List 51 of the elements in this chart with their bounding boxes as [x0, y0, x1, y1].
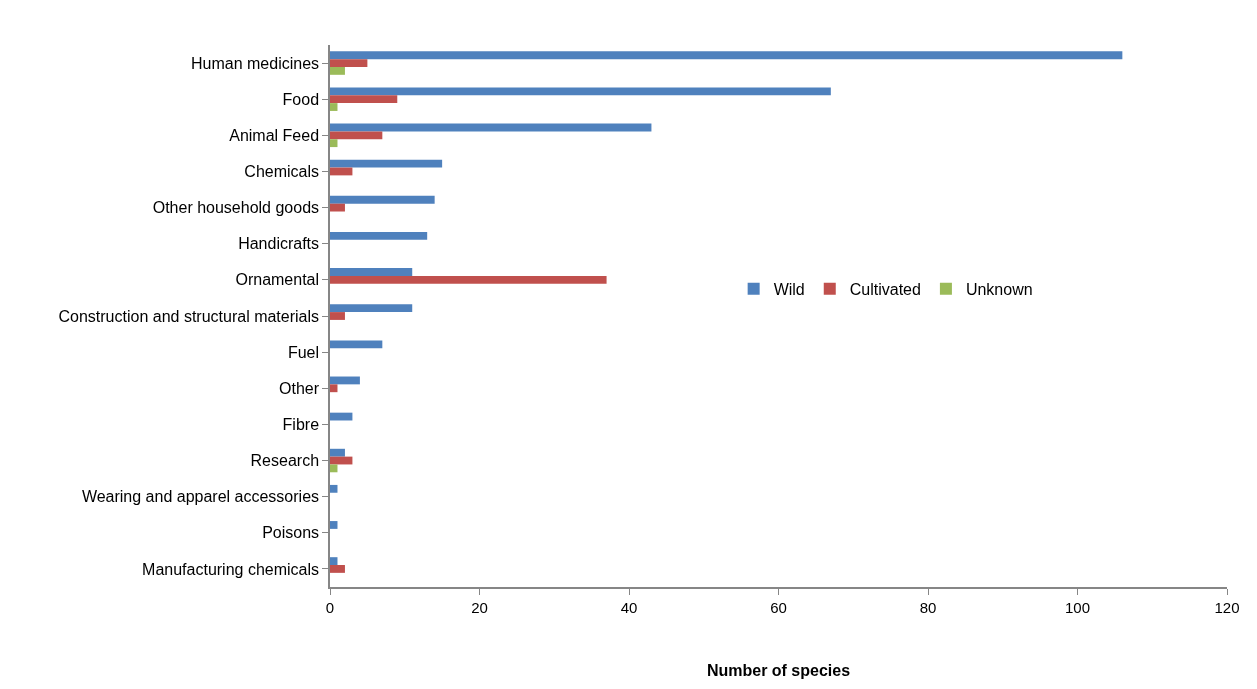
legend-label: Unknown [965, 281, 1033, 299]
bar [330, 231, 428, 240]
bar [330, 203, 345, 212]
bar [330, 557, 338, 566]
bar [330, 464, 338, 473]
bar [330, 384, 338, 393]
x-tick-label: 0 [325, 598, 335, 616]
y-tick-label: Chemicals [244, 163, 320, 181]
y-tick-label: Other household goods [152, 199, 320, 217]
y-tick-label: Manufacturing chemicals [142, 560, 320, 578]
bar [330, 268, 413, 276]
x-tick-label: 100 [1064, 598, 1091, 616]
bar [330, 95, 398, 104]
y-tick-label: Poisons [262, 524, 320, 542]
bar [330, 139, 338, 148]
legend-label: Wild [773, 281, 805, 299]
bar [330, 159, 443, 168]
bar [330, 484, 338, 493]
bar [330, 565, 345, 573]
y-tick-label: Animal Feed [229, 126, 320, 144]
bar [330, 51, 1123, 60]
x-axis-title: Number of species [706, 661, 851, 679]
bar [330, 87, 831, 96]
y-tick-label: Wearing and apparel accessories [81, 488, 320, 506]
bar [330, 312, 345, 320]
bar [330, 304, 413, 313]
y-tick-label: Research [250, 452, 320, 470]
bar [330, 131, 383, 140]
y-tick-label: Fuel [287, 343, 320, 361]
bar [330, 59, 368, 67]
bar [330, 521, 338, 529]
bar [330, 340, 383, 349]
bar [330, 376, 360, 385]
bar [330, 448, 345, 457]
bar [330, 103, 338, 111]
bar [330, 66, 345, 75]
x-tick-label: 40 [620, 598, 638, 616]
x-tick-label: 120 [1214, 598, 1240, 616]
x-tick-label: 60 [770, 598, 787, 616]
bar [330, 195, 435, 204]
y-tick-label: Ornamental [235, 271, 320, 289]
y-tick-label: Fibre [282, 416, 320, 433]
y-tick-label: Handicrafts [238, 235, 320, 253]
x-tick-label: 80 [919, 598, 937, 616]
bar [330, 275, 607, 284]
y-tick-label: Other [279, 379, 320, 397]
legend-label: Cultivated [849, 281, 921, 299]
y-tick-label: Human medicines [190, 54, 320, 72]
x-tick-label: 20 [471, 598, 488, 616]
y-tick-label: Food [282, 90, 320, 108]
y-tick-label: Construction and structural materials [58, 307, 320, 325]
